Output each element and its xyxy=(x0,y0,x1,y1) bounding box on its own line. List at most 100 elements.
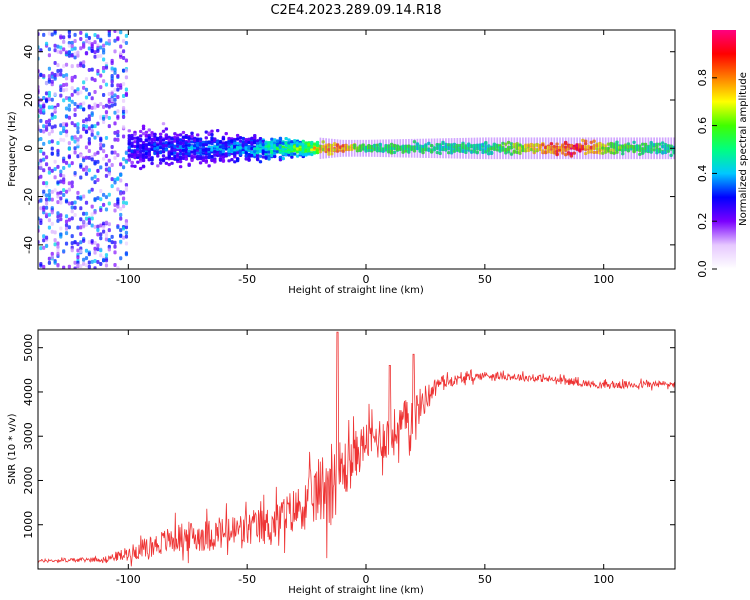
spectrogram-cell xyxy=(524,149,528,153)
spectrogram-cell xyxy=(110,150,114,155)
spectrogram-cell xyxy=(388,139,390,158)
spectrogram-cell xyxy=(39,263,43,268)
spectrogram-cell xyxy=(59,88,63,93)
spectrogram-cell xyxy=(281,157,285,161)
spectrogram-cell xyxy=(156,164,160,168)
spectrogram-cell xyxy=(62,73,66,78)
spectrogram-cell xyxy=(336,139,339,158)
spectrogram-cell xyxy=(87,126,91,131)
spectrogram-cell xyxy=(307,152,311,156)
spectrogram-cell xyxy=(167,135,171,140)
spectrogram-cell xyxy=(327,152,331,156)
spectrogram-cell xyxy=(47,260,52,265)
spectrogram-cell xyxy=(44,243,49,248)
spectrogram-cell xyxy=(93,161,97,166)
spectrogram-cell xyxy=(70,205,74,210)
spectrogram-cell xyxy=(136,150,140,154)
spectrogram-cell xyxy=(156,143,160,147)
spectrogram-cell xyxy=(261,146,266,150)
spectrogram-cell xyxy=(113,102,117,107)
spectrogram-cell xyxy=(235,145,240,149)
spectrogram-cell xyxy=(102,50,106,55)
spectrogram-cell xyxy=(221,152,226,157)
spectrogram-cell xyxy=(73,212,77,217)
spectrogram-cell xyxy=(204,147,208,151)
spectrogram-cell xyxy=(526,144,531,148)
spectrogram-cell xyxy=(461,145,465,150)
spectrogram-cell xyxy=(110,79,114,84)
spectrogram-cell xyxy=(506,147,511,152)
spectrogram-cell xyxy=(96,259,100,264)
spectrogram-cell xyxy=(111,26,114,30)
spectrogram-cell xyxy=(187,139,191,144)
spectrogram-cell xyxy=(439,138,442,159)
spectrogram-cell xyxy=(493,137,496,160)
spectrogram-cell xyxy=(104,253,109,258)
spectrogram-cell xyxy=(107,91,111,96)
spectrogram-cell xyxy=(124,241,129,246)
spectrogram-cell xyxy=(110,177,114,182)
spectrogram-cell xyxy=(42,192,46,197)
spectrogram-cell xyxy=(138,166,143,171)
spectrogram-cell xyxy=(421,148,425,152)
spectrogram-cell xyxy=(96,48,100,53)
spectrogram-cell xyxy=(655,148,659,153)
spectrogram-cell xyxy=(270,154,274,158)
spectrogram-cell xyxy=(518,143,522,147)
spectrogram-cell xyxy=(413,138,416,158)
spectrogram-cell xyxy=(70,136,74,141)
spectrogram-cell xyxy=(415,142,420,146)
spectrogram-cell xyxy=(73,102,77,107)
spectrogram-cell xyxy=(70,64,74,69)
spectrogram-cell xyxy=(116,114,120,119)
spectrogram-cell xyxy=(62,98,66,103)
spectrogram-cell xyxy=(133,132,137,136)
spectrogram-cell xyxy=(59,50,63,55)
spectrogram-cell xyxy=(293,139,297,143)
spectrogram-cell xyxy=(635,145,639,150)
spectrogram-cell xyxy=(486,144,491,148)
spectrogram-cell xyxy=(509,142,514,146)
spectrogram-cell xyxy=(615,150,619,154)
spectrogram-cell xyxy=(633,137,636,160)
spectrogram-cell xyxy=(127,134,131,138)
spectrogram-cell xyxy=(401,150,405,154)
spectrogram-cell xyxy=(301,139,305,143)
spectrogram-cell xyxy=(121,55,126,60)
spectrogram-cell xyxy=(56,103,60,108)
spectrogram-x-ticks: -100 -50 0 50 100 xyxy=(116,30,614,286)
spectrogram-cell xyxy=(612,142,616,146)
spectrogram-cell xyxy=(184,157,189,161)
spectrogram-cell xyxy=(107,201,111,206)
spectrogram-cell xyxy=(90,216,94,221)
spectrogram-cell xyxy=(555,149,559,153)
spectrogram-cell xyxy=(50,146,54,151)
spectrogram-cell xyxy=(82,167,86,172)
spectrogram-cell xyxy=(267,154,271,158)
spectrogram-cell xyxy=(543,151,548,155)
spectrogram-cell xyxy=(76,195,80,200)
spectrogram-cell xyxy=(227,141,231,145)
spectrogram-cell xyxy=(124,182,129,187)
spectrogram-cell xyxy=(281,152,285,156)
spectrogram-cell xyxy=(138,152,143,156)
spectrogram-cell xyxy=(42,95,46,100)
spectrogram-cell xyxy=(138,154,143,159)
spectrogram-cell xyxy=(113,93,117,98)
spectrogram-cell xyxy=(96,131,100,136)
spectrogram-cell xyxy=(47,105,52,110)
spectrogram-cell xyxy=(490,137,493,160)
spectrogram-cell xyxy=(50,189,54,194)
colorbar-tick-label: 0.0 xyxy=(696,260,709,278)
spectrogram-cell xyxy=(102,202,106,207)
spectrogram-cell xyxy=(99,189,103,194)
spectrogram-cell xyxy=(327,148,331,152)
spectrogram-cell xyxy=(170,161,174,165)
spectrogram-cell xyxy=(121,200,126,205)
spectrogram-cell xyxy=(79,196,83,201)
spectrogram-cell xyxy=(215,152,220,156)
spectrogram-cell xyxy=(90,48,94,53)
spectrogram-cell xyxy=(319,137,322,159)
spectrogram-cell xyxy=(315,144,320,148)
spectrogram-cell xyxy=(64,129,69,134)
